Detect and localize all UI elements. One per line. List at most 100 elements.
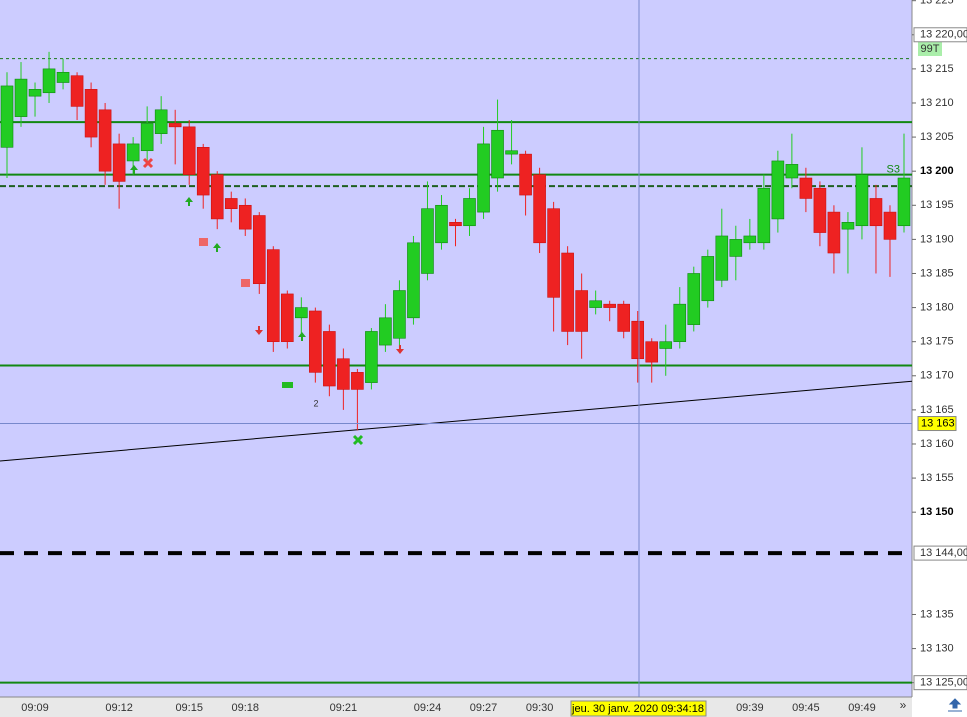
- x-tick-label: 09:49: [848, 702, 876, 714]
- x-tick-label: 09:30: [526, 702, 554, 714]
- candle-body: [449, 222, 462, 227]
- candle-body: [98, 109, 112, 172]
- signal-down: [255, 326, 263, 335]
- candle-body: [561, 252, 574, 332]
- candle-body: [785, 164, 799, 179]
- candle-body: [435, 204, 448, 244]
- candle-body: [323, 331, 336, 387]
- y-tick-label: 13 175: [920, 336, 954, 348]
- plot-area: [0, 0, 912, 697]
- candle-body: [337, 358, 350, 390]
- price-axis: [912, 0, 967, 717]
- candle-body: [351, 372, 364, 390]
- candle-body: [28, 89, 42, 97]
- candle-body: [0, 85, 14, 148]
- candle-body: [883, 211, 897, 240]
- crosshair-y-box: [917, 416, 957, 432]
- signal-up: [185, 197, 193, 206]
- candle-body: [617, 303, 630, 332]
- y-tick-label: 13 185: [920, 267, 954, 279]
- level-axis-label: 13 144,00: [920, 547, 967, 559]
- candle-body: [281, 293, 294, 342]
- signal-up: [298, 332, 306, 341]
- candle-body: [533, 174, 546, 244]
- candle-body: [112, 143, 126, 182]
- signal-cross: [142, 157, 154, 169]
- y-tick-label: 13 190: [920, 233, 954, 245]
- candle-body: [813, 187, 827, 233]
- candle-body: [168, 123, 182, 128]
- tool-icon[interactable]: [948, 698, 962, 712]
- period-box: [918, 42, 942, 56]
- x-tick-label: 09:24: [414, 702, 442, 714]
- candle-body: [252, 215, 266, 285]
- candle-body: [687, 273, 701, 325]
- signal-square: [199, 238, 208, 246]
- candle-body: [589, 300, 602, 308]
- candle-body: [365, 331, 378, 383]
- signal-square: [241, 279, 250, 287]
- scroll-button[interactable]: »: [900, 698, 907, 712]
- y-tick-label: 13 215: [920, 63, 954, 75]
- candle-body: [869, 198, 883, 227]
- candle-body: [14, 78, 28, 117]
- candle-body: [196, 147, 210, 196]
- y-tick-label: 13 205: [920, 131, 954, 143]
- trend-line: [0, 380, 913, 462]
- x-tick-label: 09:18: [232, 702, 260, 714]
- signal-down: [396, 345, 404, 354]
- crosshair-y-label: 13 163: [921, 417, 955, 429]
- y-tick-label: 13 125,00: [920, 677, 967, 689]
- signal-bar: [282, 382, 293, 388]
- candle-body: [42, 68, 56, 94]
- candle-body: [631, 320, 645, 360]
- signal-cross: [352, 434, 364, 446]
- candle-body: [729, 239, 743, 257]
- candle-body: [140, 123, 154, 152]
- candle-body: [673, 303, 687, 342]
- candle-body: [575, 290, 588, 332]
- y-tick-label: 13 130: [920, 642, 954, 654]
- crosshair-x-label: jeu. 30 janv. 2020 09:34:18: [571, 703, 704, 715]
- candle-body: [799, 177, 813, 199]
- candle-body: [477, 143, 490, 213]
- y-tick-label: 13 180: [920, 301, 954, 313]
- candle-body: [491, 129, 504, 179]
- y-tick-label: 13 135: [920, 608, 954, 620]
- candle-body: [519, 153, 532, 196]
- level-label: S3: [887, 163, 900, 175]
- bar-period: 99T: [921, 43, 940, 55]
- y-tick-label: 13 200: [920, 165, 954, 177]
- annotation: 2: [313, 398, 318, 408]
- candle-body: [309, 310, 322, 373]
- x-tick-label: 09:15: [175, 702, 203, 714]
- signal-up: [213, 243, 221, 252]
- y-tick-label: 13 225: [920, 0, 954, 7]
- candle-body: [70, 75, 84, 107]
- level-box: [913, 545, 967, 561]
- candle-body: [56, 71, 70, 83]
- candle-body: [757, 187, 771, 244]
- candle-body: [505, 150, 518, 155]
- candle-body: [659, 341, 673, 349]
- candle-body: [897, 177, 911, 227]
- candle-body: [84, 89, 98, 138]
- y-tick-label: 13 155: [920, 472, 954, 484]
- candle-body: [421, 208, 434, 274]
- candle-body: [827, 211, 841, 254]
- y-tick-label: 13 160: [920, 438, 954, 450]
- y-tick-label: 13 220,00: [920, 29, 967, 41]
- candle-body: [393, 290, 406, 339]
- candle-body: [295, 307, 308, 319]
- candle-body: [841, 222, 855, 230]
- candle-body: [743, 235, 757, 244]
- y-tick-label: 13 210: [920, 97, 954, 109]
- marks: [0, 51, 913, 684]
- candle-body: [645, 341, 659, 363]
- candle-body: [238, 204, 252, 230]
- candle-body: [715, 235, 729, 281]
- candle-body: [182, 126, 196, 175]
- y-tick-label: 13 195: [920, 199, 954, 211]
